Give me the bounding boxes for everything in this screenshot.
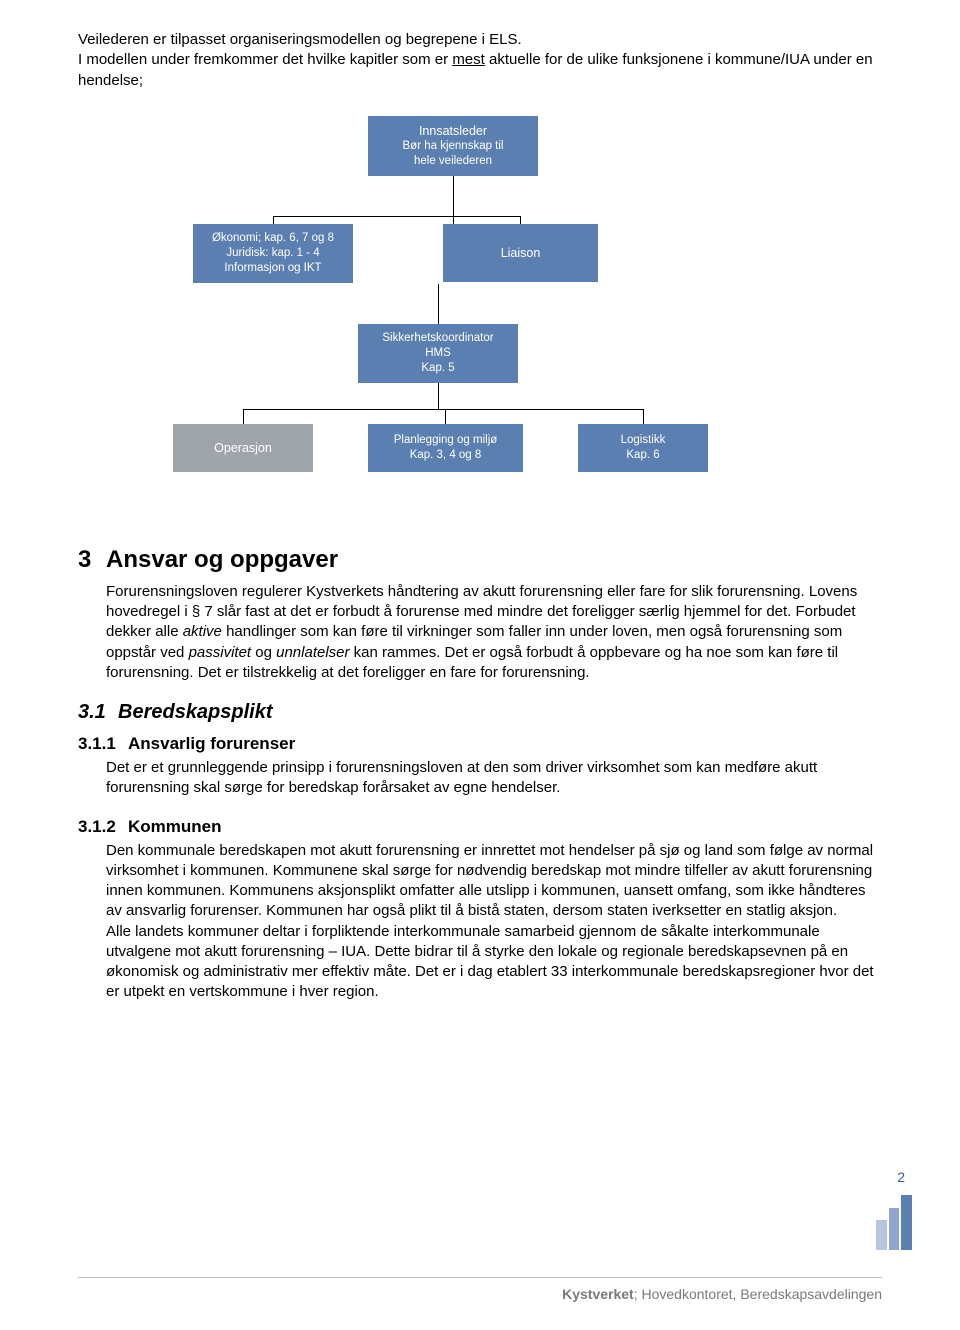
footer-rest: ; Hovedkontoret, Beredskapsavdelingen [634,1286,882,1302]
section-312-body: Den kommunale beredskapen mot akutt foru… [106,841,882,1003]
org-box-okonomi: Økonomi; kap. 6, 7 og 8 Juridisk: kap. 1… [193,224,353,283]
org-chart: Innsatsleder Bør ha kjennskap til hele v… [78,116,882,516]
intro-underlined: mest [452,51,485,68]
org-sub: Bør ha kjennskap til [377,139,529,154]
heading-title: Ansvarlig forurenser [128,734,295,753]
connector [273,216,521,217]
connector [438,284,439,324]
side-decoration-icon [876,1195,912,1250]
org-box-operasjon: Operasjon [173,424,313,472]
heading-num: 3.1 [78,701,118,724]
intro-line1: Veilederen er tilpasset organiseringsmod… [78,31,522,48]
org-line: Kap. 5 [367,361,509,376]
page-number: 2 [897,1169,905,1185]
org-box-innsatsleder: Innsatsleder Bør ha kjennskap til hele v… [368,116,538,176]
text-italic: unnlatelser [276,644,349,661]
connector [243,409,643,410]
document-page: Veilederen er tilpasset organiseringsmod… [0,0,960,1330]
section-311-body: Det er et grunnleggende prinsipp i forur… [106,758,882,799]
org-line: Sikkerhetskoordinator [367,331,509,346]
org-line: Økonomi; kap. 6, 7 og 8 [202,231,344,246]
intro-line2a: I modellen under fremkommer det hvilke k… [78,51,452,68]
heading-3-1-2: 3.1.2Kommunen [78,817,882,837]
org-line: Kap. 6 [587,448,699,463]
text-italic: passivitet [189,644,252,661]
heading-title: Kommunen [128,817,222,836]
org-line: Logistikk [587,433,699,448]
text: og [251,644,276,661]
org-title: Operasjon [214,440,272,456]
heading-title: Ansvar og oppgaver [106,546,338,573]
connector [445,409,446,424]
connector [438,379,439,409]
org-line: Informasjon og IKT [202,261,344,276]
org-line: Juridisk: kap. 1 - 4 [202,246,344,261]
org-title: Liaison [501,245,541,261]
footer-divider [78,1277,882,1278]
heading-3-1: 3.1Beredskapsplikt [78,701,882,724]
footer-bold: Kystverket [562,1286,634,1302]
org-title: Innsatsleder [377,123,529,139]
heading-num: 3 [78,546,106,574]
heading-title: Beredskapsplikt [118,701,273,723]
heading-num: 3.1.1 [78,734,128,754]
heading-3: 3Ansvar og oppgaver [78,546,882,574]
org-box-logistikk: Logistikk Kap. 6 [578,424,708,472]
connector [643,409,644,424]
heading-num: 3.1.2 [78,817,128,837]
footer-text: Kystverket; Hovedkontoret, Beredskapsavd… [562,1286,882,1302]
org-line: Kap. 3, 4 og 8 [377,448,514,463]
org-box-liaison: Liaison [443,224,598,282]
org-box-sikkerhet: Sikkerhetskoordinator HMS Kap. 5 [358,324,518,383]
section-3-body: Forurensningsloven regulerer Kystverkets… [106,582,882,683]
org-sub: hele veilederen [377,154,529,169]
org-line: Planlegging og miljø [377,433,514,448]
heading-3-1-1: 3.1.1Ansvarlig forurenser [78,734,882,754]
connector [243,409,244,424]
intro-paragraph: Veilederen er tilpasset organiseringsmod… [78,30,882,91]
org-line: HMS [367,346,509,361]
text-italic: aktive [183,623,222,640]
org-box-planlegging: Planlegging og miljø Kap. 3, 4 og 8 [368,424,523,472]
